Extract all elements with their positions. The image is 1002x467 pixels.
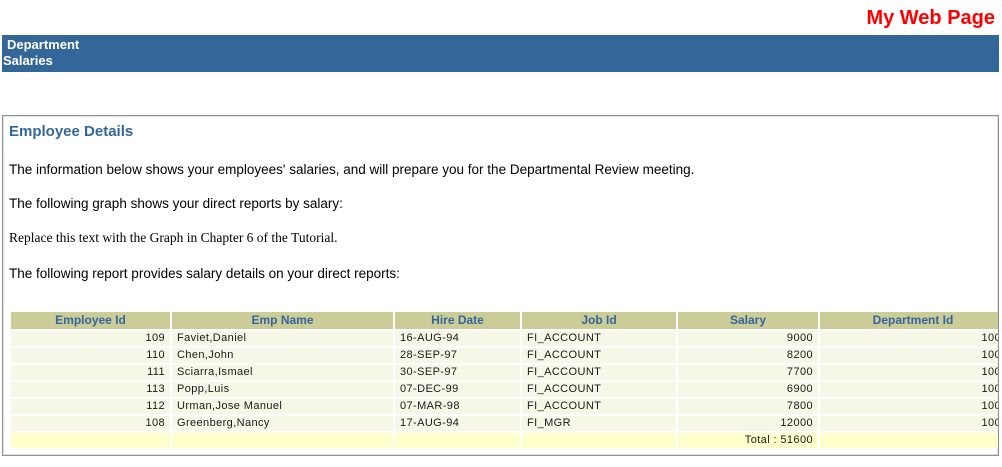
table-header-row: Employee Id Emp Name Hire Date Job Id Sa… [11, 312, 998, 329]
cell-hire-date: 07-MAR-98 [395, 399, 520, 414]
cell-emp-name: Chen,John [172, 348, 393, 363]
column-header-employee-id: Employee Id [11, 312, 170, 329]
cell-department-id: 100 [820, 348, 998, 363]
cell-job-id: FI_ACCOUNT [522, 365, 676, 380]
cell-salary: 8200 [678, 348, 818, 363]
cell-employee-id: 112 [11, 399, 170, 414]
cell-employee-id: 113 [11, 382, 170, 397]
cell-salary: 7800 [678, 399, 818, 414]
cell-hire-date: 17-AUG-94 [395, 416, 520, 431]
cell-salary: 9000 [678, 331, 818, 346]
total-spacer-cell [395, 433, 520, 448]
table-row: 109 Faviet,Daniel 16-AUG-94 FI_ACCOUNT 9… [11, 331, 998, 346]
cell-job-id: FI_ACCOUNT [522, 331, 676, 346]
intro-paragraph: The information below shows your employe… [9, 162, 695, 177]
cell-salary: 6900 [678, 382, 818, 397]
cell-emp-name: Sciarra,Ismael [172, 365, 393, 380]
department-salaries-banner: Department Salaries [2, 35, 999, 72]
table-row: 111 Sciarra,Ismael 30-SEP-97 FI_ACCOUNT … [11, 365, 998, 380]
cell-employee-id: 109 [11, 331, 170, 346]
column-header-emp-name: Emp Name [172, 312, 393, 329]
cell-job-id: FI_ACCOUNT [522, 348, 676, 363]
column-header-department-id: Department Id [820, 312, 998, 329]
graph-placeholder-text: Replace this text with the Graph in Chap… [9, 230, 338, 245]
cell-hire-date: 28-SEP-97 [395, 348, 520, 363]
cell-salary: 7700 [678, 365, 818, 380]
table-row: 113 Popp,Luis 07-DEC-99 FI_ACCOUNT 6900 … [11, 382, 998, 397]
total-row: Total : 51600 [11, 433, 998, 448]
cell-department-id: 100 [820, 416, 998, 431]
cell-employee-id: 111 [11, 365, 170, 380]
cell-job-id: FI_MGR [522, 416, 676, 431]
banner-line-salaries: Salaries [3, 53, 53, 68]
cell-hire-date: 07-DEC-99 [395, 382, 520, 397]
total-value: Total : 51600 [678, 433, 818, 448]
cell-salary: 12000 [678, 416, 818, 431]
cell-emp-name: Popp,Luis [172, 382, 393, 397]
cell-emp-name: Faviet,Daniel [172, 331, 393, 346]
total-spacer-cell [11, 433, 170, 448]
section-heading: Employee Details [9, 123, 134, 140]
column-header-hire-date: Hire Date [395, 312, 520, 329]
table-row: 108 Greenberg,Nancy 17-AUG-94 FI_MGR 120… [11, 416, 998, 431]
total-spacer-cell [522, 433, 676, 448]
cell-emp-name: Urman,Jose Manuel [172, 399, 393, 414]
page-title: My Web Page [866, 7, 995, 29]
cell-employee-id: 108 [11, 416, 170, 431]
employee-details-panel: Employee Details The information below s… [2, 115, 999, 456]
cell-department-id: 100 [820, 382, 998, 397]
salary-table: Employee Id Emp Name Hire Date Job Id Sa… [9, 310, 998, 450]
total-spacer-cell [172, 433, 393, 448]
cell-emp-name: Greenberg,Nancy [172, 416, 393, 431]
table-row: 110 Chen,John 28-SEP-97 FI_ACCOUNT 8200 … [11, 348, 998, 363]
cell-hire-date: 30-SEP-97 [395, 365, 520, 380]
banner-line-department: Department [7, 37, 80, 52]
cell-hire-date: 16-AUG-94 [395, 331, 520, 346]
column-header-salary: Salary [678, 312, 818, 329]
graph-lead-paragraph: The following graph shows your direct re… [9, 196, 343, 211]
cell-job-id: FI_ACCOUNT [522, 399, 676, 414]
table-row: 112 Urman,Jose Manuel 07-MAR-98 FI_ACCOU… [11, 399, 998, 414]
total-spacer-cell [820, 433, 998, 448]
report-lead-paragraph: The following report provides salary det… [9, 266, 400, 281]
cell-department-id: 100 [820, 399, 998, 414]
column-header-job-id: Job Id [522, 312, 676, 329]
cell-department-id: 100 [820, 365, 998, 380]
cell-department-id: 100 [820, 331, 998, 346]
cell-employee-id: 110 [11, 348, 170, 363]
cell-job-id: FI_ACCOUNT [522, 382, 676, 397]
